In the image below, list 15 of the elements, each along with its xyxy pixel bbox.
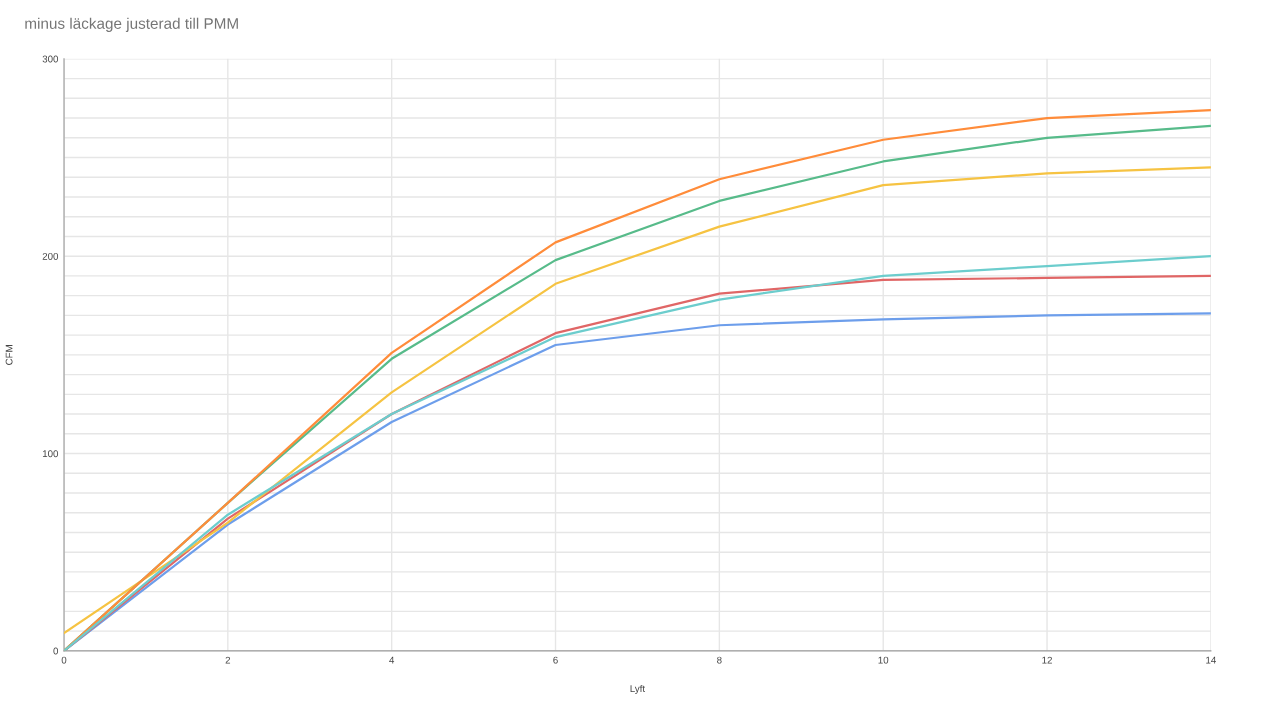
x-tick-label: 4: [389, 656, 395, 664]
x-tick-label: 8: [717, 656, 722, 664]
chart-title: minus läckage justerad till PMM: [25, 17, 238, 32]
x-tick-label: 0: [61, 656, 67, 664]
x-tick-label: 14: [1206, 656, 1216, 664]
y-axis-title: CFM: [5, 345, 13, 365]
x-axis-title: Lyft: [630, 684, 646, 694]
x-tick-label: 12: [1042, 656, 1052, 664]
y-tick-label: 200: [42, 252, 59, 260]
y-tick-label: 300: [42, 55, 59, 63]
y-tick-label: 100: [42, 450, 59, 458]
x-tick-label: 10: [878, 656, 889, 664]
y-tick-label: 0: [53, 647, 59, 655]
x-tick-label: 2: [225, 656, 231, 664]
x-tick-label: 6: [553, 656, 558, 664]
